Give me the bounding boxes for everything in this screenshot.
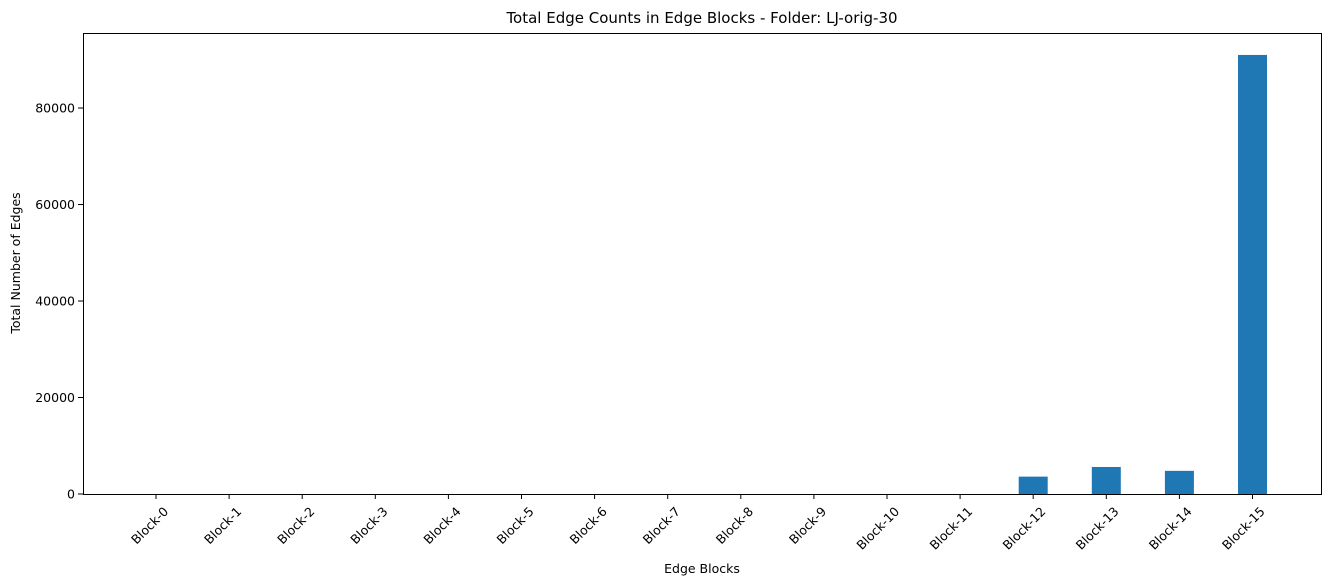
x-tick-label-block-15: Block-15 [1219, 504, 1268, 553]
x-tick-label-block-3: Block-3 [347, 504, 390, 547]
y-axis-label: Total Number of Edges [8, 192, 23, 334]
bar-block-12 [1018, 476, 1048, 494]
y-tick-label-60000: 60000 [35, 197, 75, 212]
y-tick-label-80000: 80000 [35, 101, 75, 116]
x-tick-label-block-6: Block-6 [567, 504, 610, 547]
x-tick-label-block-0: Block-0 [128, 504, 171, 547]
x-tick-label-block-4: Block-4 [420, 504, 463, 547]
x-tick-label-block-1: Block-1 [201, 504, 244, 547]
x-tick-label-block-10: Block-10 [853, 504, 902, 553]
x-tick-label-block-11: Block-11 [926, 504, 975, 553]
bars-group [1018, 54, 1267, 494]
x-axis-label: Edge Blocks [664, 561, 740, 576]
x-tick-label-block-5: Block-5 [493, 504, 536, 547]
bar-block-15 [1238, 54, 1267, 494]
y-tick-label-40000: 40000 [35, 294, 75, 309]
x-tick-label-block-2: Block-2 [274, 504, 317, 547]
bar-block-14 [1164, 470, 1194, 494]
x-tick-label-block-12: Block-12 [1000, 504, 1049, 553]
bar-block-13 [1091, 466, 1121, 494]
y-tick-label-0: 0 [67, 487, 75, 502]
x-tick-label-block-9: Block-9 [786, 504, 829, 547]
x-tick-label-block-14: Block-14 [1146, 504, 1195, 553]
y-axis: 0 20000 40000 60000 80000 [35, 101, 83, 502]
y-tick-label-20000: 20000 [35, 390, 75, 405]
x-tick-label-block-8: Block-8 [713, 504, 756, 547]
plot-frame [83, 33, 1322, 495]
x-axis: Block-0 Block-1 Block-2 Block-3 Block-4 Block… [128, 494, 1268, 553]
x-tick-label-block-7: Block-7 [640, 504, 683, 547]
x-tick-label-block-13: Block-13 [1073, 504, 1122, 553]
chart-title: Total Edge Counts in Edge Blocks - Folde… [505, 9, 897, 27]
